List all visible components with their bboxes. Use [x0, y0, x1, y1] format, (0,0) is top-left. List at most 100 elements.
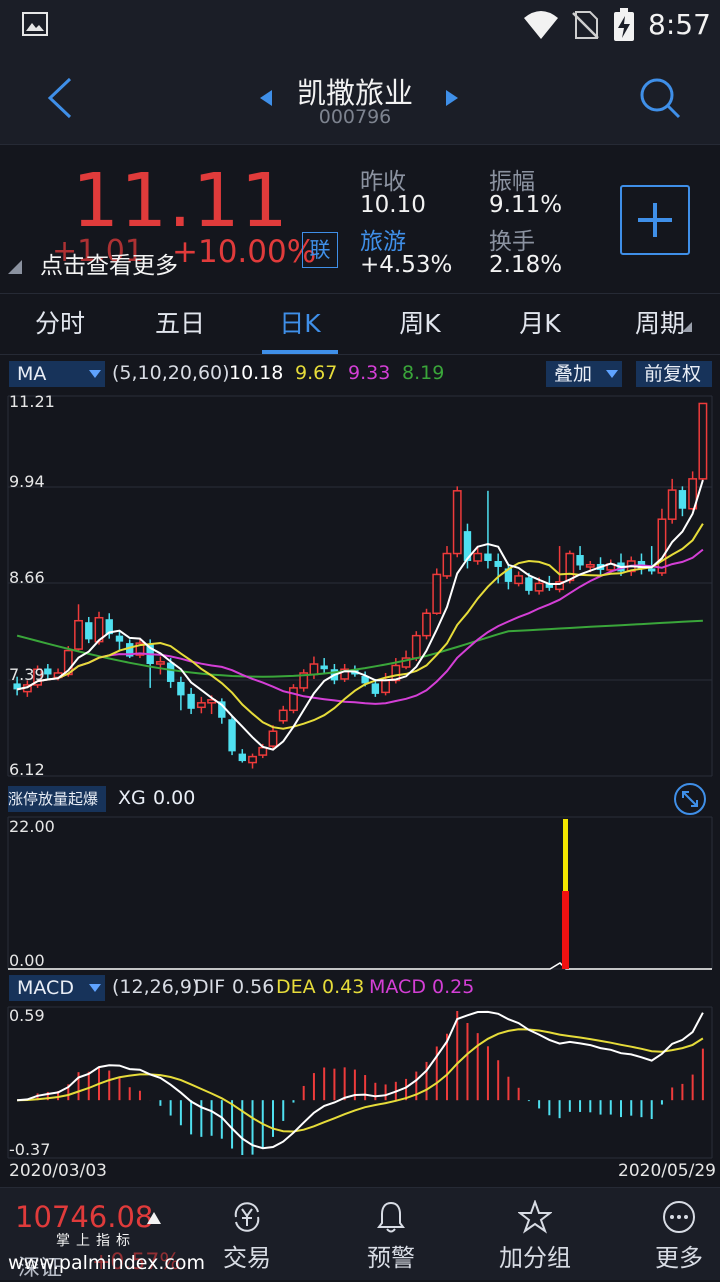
candle-body — [688, 478, 698, 510]
dea-label: DEA — [276, 976, 316, 998]
price-change-pct: +10.00% — [172, 234, 317, 270]
sector-label[interactable]: 旅游 — [360, 229, 406, 255]
amplitude-label: 振幅 — [489, 169, 535, 195]
gallery-icon — [22, 12, 48, 36]
stock-code: 000796 — [318, 106, 392, 128]
candle-body — [33, 668, 43, 686]
ma-indicator-select[interactable]: MA — [9, 361, 105, 387]
chevron-down-icon — [606, 370, 618, 378]
candle-body — [555, 581, 565, 591]
candle-body — [155, 661, 165, 665]
y-tick: 9.94 — [9, 472, 45, 491]
candle-body — [484, 553, 492, 561]
macd-params: (12,26,9) — [112, 976, 200, 998]
nav-more[interactable]: 更多 — [619, 1188, 720, 1281]
xg-value: 0.00 — [153, 787, 196, 809]
nav-add-group[interactable]: 加分组 — [475, 1188, 595, 1281]
candle-body — [238, 753, 246, 762]
add-watchlist-button[interactable] — [620, 185, 690, 255]
candle-body — [218, 701, 226, 718]
next-stock-icon[interactable] — [444, 88, 460, 108]
prev-close-label: 昨收 — [360, 169, 406, 195]
up-arrow-icon — [147, 1212, 161, 1224]
y-tick: 7.39 — [9, 665, 45, 684]
overlay-select[interactable]: 叠加 — [546, 361, 622, 387]
candle-body — [309, 663, 319, 676]
star-icon — [518, 1200, 552, 1234]
macd-chart[interactable]: 0.59 -0.37 — [0, 1005, 720, 1160]
macd-label: MACD — [369, 976, 426, 998]
candle-body — [135, 642, 145, 656]
candle-body — [442, 552, 452, 577]
tab-five-day[interactable]: 五日 — [154, 309, 205, 338]
candle-body — [196, 702, 206, 709]
ma-indicator-name: MA — [17, 363, 47, 385]
candle-body — [514, 575, 524, 585]
last-price: 11.11 — [72, 158, 289, 244]
search-icon[interactable] — [638, 76, 682, 120]
candle-body — [289, 687, 298, 712]
macd-y-tick: -0.37 — [9, 1140, 50, 1159]
dif-value: 0.56 — [232, 976, 275, 998]
candle-body — [126, 643, 134, 657]
tab-intraday[interactable]: 分时 — [34, 309, 85, 338]
tab-period[interactable]: 周期 — [634, 309, 685, 338]
xg-chart[interactable]: 22.00 0.00 — [0, 815, 720, 975]
index-value[interactable]: 10746.08 — [15, 1200, 154, 1234]
xg-signal-bottom — [562, 891, 569, 969]
xg-indicator-select[interactable]: 涨停放量起爆 — [8, 786, 106, 812]
tab-daily-k[interactable]: 日K — [279, 309, 321, 338]
ma-params: (5,10,20,60) — [112, 362, 230, 384]
candle-body — [115, 635, 124, 642]
battery-charging-icon — [614, 8, 634, 41]
candle-body — [463, 531, 472, 561]
candle-body — [361, 675, 369, 684]
kline-chart[interactable]: 11.21 9.94 8.66 7.39 6.12 — [0, 390, 720, 782]
tab-weekly-k[interactable]: 周K — [399, 309, 441, 338]
corner-triangle-icon — [8, 260, 22, 274]
prev-stock-icon[interactable] — [258, 88, 274, 108]
candle-body — [320, 665, 328, 670]
tap-more-hint[interactable]: 点击查看更多 — [40, 253, 178, 279]
ma20-line — [16, 548, 704, 705]
link-badge[interactable]: 联 — [302, 232, 338, 268]
xg-y-tick: 0.00 — [9, 951, 45, 970]
candle-body — [105, 619, 113, 635]
macd-value: 0.25 — [432, 976, 475, 998]
macd-indicator-select[interactable]: MACD — [9, 975, 105, 1001]
nav-trade-label: 交易 — [223, 1244, 271, 1272]
adjust-select[interactable]: 前复权 — [636, 361, 712, 387]
y-tick: 6.12 — [9, 760, 45, 779]
index-caption: 掌上指标 — [56, 1233, 136, 1249]
expand-icon[interactable] — [673, 782, 707, 816]
back-arrow-icon[interactable] — [44, 76, 74, 120]
bottom-nav: 10746.08 掌上指标 深证 +0.57% www.palmindex.co… — [0, 1187, 720, 1281]
overlay-label: 叠加 — [554, 363, 593, 385]
candle-body — [278, 709, 288, 722]
price-change: +1.01 — [52, 234, 144, 269]
candle-body — [74, 619, 83, 650]
candle-body — [44, 668, 52, 675]
tab-monthly-k[interactable]: 月K — [519, 309, 561, 338]
dea-value: 0.43 — [322, 976, 365, 998]
index-name: 深证 — [18, 1256, 63, 1281]
dif-line — [17, 1010, 704, 1150]
dea-line — [17, 1028, 704, 1133]
stock-name: 凯撒旅业 — [296, 76, 413, 110]
candle-body — [381, 679, 391, 694]
no-sim-icon — [572, 11, 599, 39]
candle-body — [657, 518, 667, 574]
candle-body — [258, 746, 268, 756]
nav-trade[interactable]: 交易 — [187, 1188, 307, 1281]
period-tabs: 分时 五日 日K 周K 月K 周期 — [0, 295, 720, 355]
ma20-value: 9.33 — [348, 362, 391, 384]
candle-body — [371, 683, 380, 694]
xg-label: XG — [118, 787, 146, 809]
candle-body — [411, 634, 421, 659]
active-tab-indicator — [262, 350, 338, 354]
quote-panel[interactable]: 11.11 +1.01 +10.00% 点击查看更多 联 昨收 10.10 旅游… — [0, 146, 720, 294]
wifi-icon — [524, 11, 558, 39]
chevron-down-icon — [89, 370, 101, 378]
nav-alert[interactable]: 预警 — [331, 1188, 451, 1281]
dif-label: DIF — [194, 976, 226, 998]
